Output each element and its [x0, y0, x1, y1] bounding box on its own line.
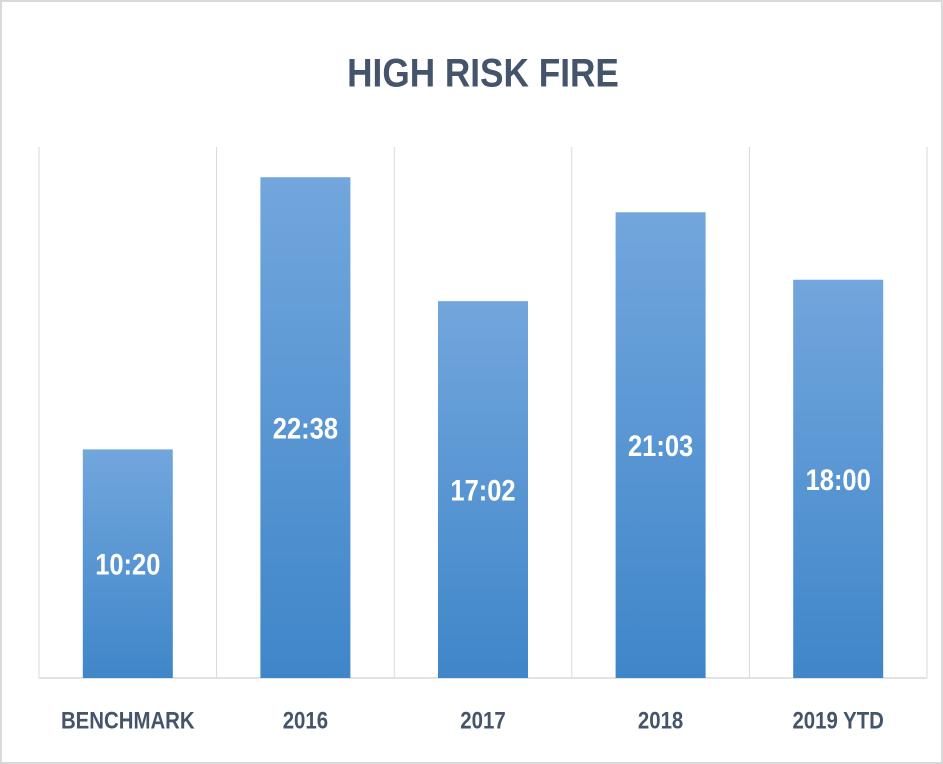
bar [260, 177, 351, 679]
data-label: 17:02 [450, 474, 515, 507]
bar [793, 279, 884, 678]
x-tick-label: 2018 [638, 707, 683, 734]
chart-title: HIGH RISK FIRE [347, 50, 619, 95]
x-tick-label: BENCHMARK [61, 707, 195, 734]
data-label: 18:00 [806, 463, 871, 496]
bar [615, 212, 706, 679]
data-label: 21:03 [628, 429, 693, 462]
bar [82, 449, 173, 678]
x-tick-label: 2016 [283, 707, 328, 734]
x-tick-label: 2019 YTD [792, 707, 883, 734]
bar [438, 301, 528, 678]
data-label: 10:20 [95, 548, 160, 581]
x-tick-label: 2017 [460, 707, 505, 734]
data-label: 22:38 [273, 412, 338, 445]
